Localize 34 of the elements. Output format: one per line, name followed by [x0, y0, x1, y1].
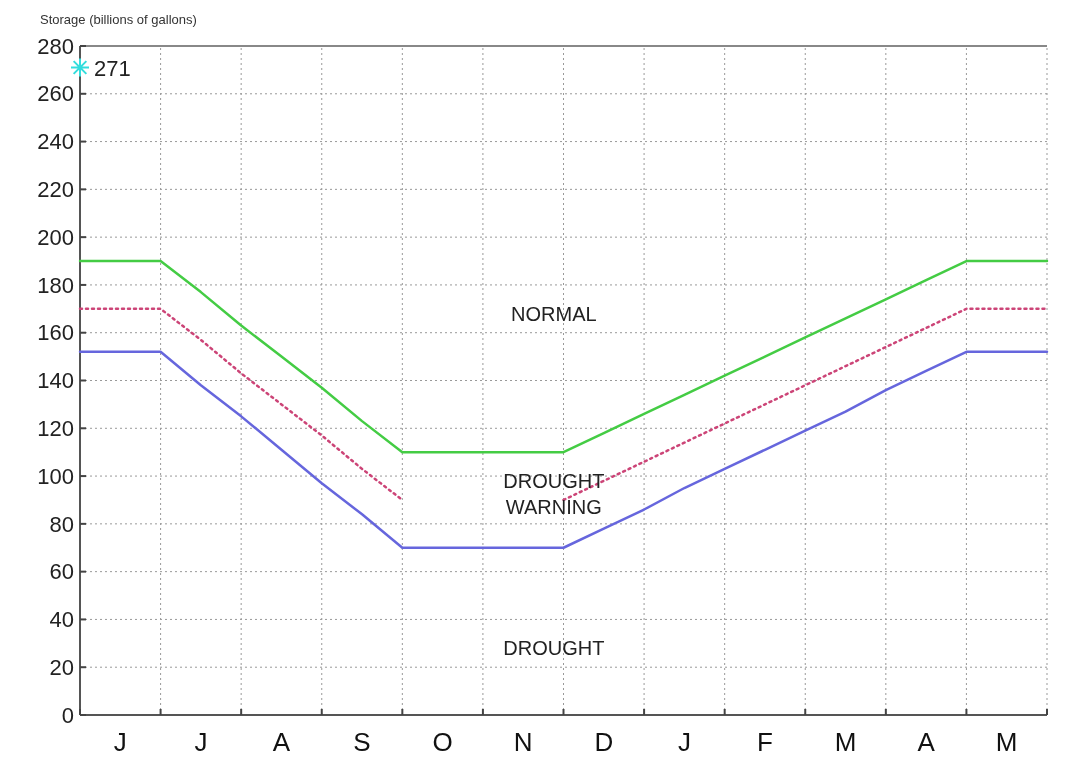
- x-tick-label: N: [513, 727, 533, 757]
- y-tick-label: 240: [37, 129, 74, 155]
- x-tick-label: D: [594, 727, 614, 757]
- x-tick-label: J: [677, 727, 691, 757]
- y-tick-label: 60: [49, 559, 74, 585]
- y-tick-label: 220: [37, 177, 74, 203]
- line-series: [78, 350, 1049, 549]
- y-tick-label: 140: [37, 368, 74, 394]
- data-label: 271: [94, 55, 131, 81]
- line-series: [78, 259, 1049, 454]
- x-tick-label: S: [353, 727, 371, 757]
- x-tick-label: O: [432, 727, 453, 757]
- x-tick-label: J: [194, 727, 208, 757]
- y-tick-label: 200: [37, 224, 74, 250]
- y-axis-title: Storage (billions of gallons): [40, 12, 197, 27]
- y-tick-label: 180: [37, 272, 74, 298]
- y-tick-label: 260: [37, 81, 74, 107]
- x-tick-label: J: [113, 727, 127, 757]
- y-tick-label: 80: [49, 511, 74, 537]
- y-tick-label: 0: [61, 702, 74, 728]
- x-tick-label: A: [917, 727, 936, 757]
- x-tick-label: A: [272, 727, 291, 757]
- y-tick-label: 120: [37, 415, 74, 441]
- x-tick-label: F: [757, 727, 773, 757]
- y-tick-label: 160: [37, 320, 74, 346]
- annotation: DROUGHT WARNING: [503, 469, 605, 518]
- x-tick-label: M: [834, 727, 857, 757]
- y-tick-label: 40: [49, 607, 74, 633]
- annotation: DROUGHT: [503, 637, 605, 660]
- y-tick-label: 100: [37, 463, 74, 489]
- annotation: NORMAL: [511, 302, 597, 325]
- x-tick-label: M: [995, 727, 1018, 757]
- y-tick-label: 20: [49, 654, 74, 680]
- y-tick-label: 280: [37, 33, 74, 59]
